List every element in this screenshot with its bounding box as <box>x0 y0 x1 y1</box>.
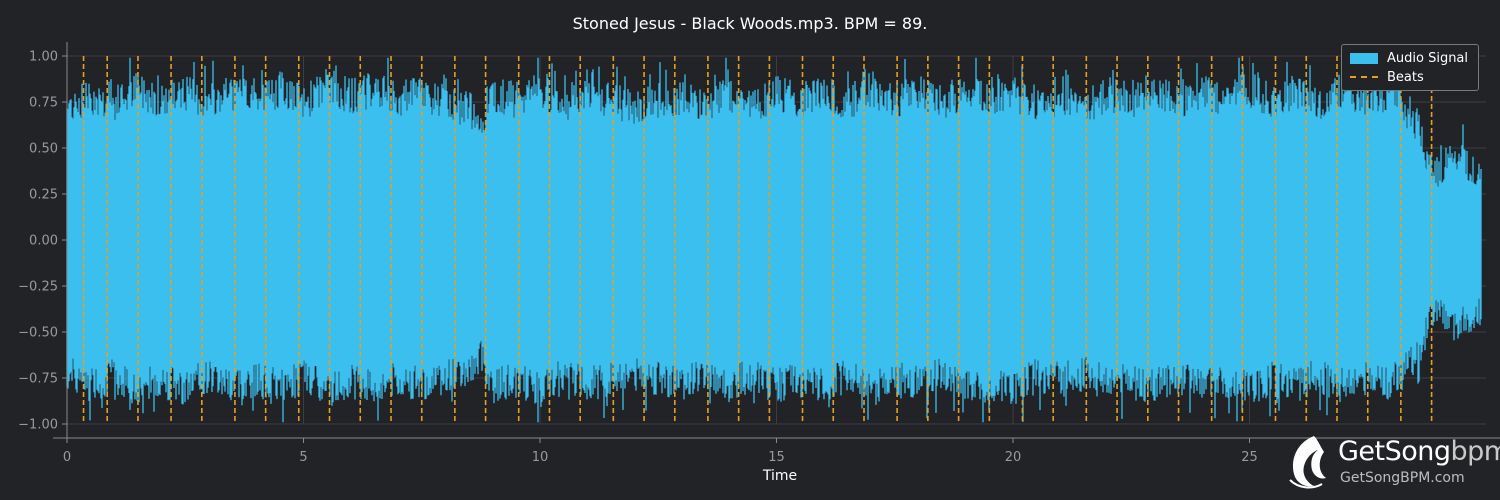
y-tick-label: 0.50 <box>29 142 58 157</box>
y-tick-label: 0.00 <box>29 234 58 249</box>
x-tick-label: 25 <box>1241 450 1258 465</box>
getsongbpm-logo: GetSongbpm GetSongBPM.com <box>1284 432 1500 492</box>
x-tick-label: 5 <box>299 450 307 465</box>
audio-signal-series <box>66 57 1482 423</box>
legend-swatch-beats <box>1350 76 1378 78</box>
y-tick-label: −0.75 <box>18 372 58 387</box>
y-tick-label: −1.00 <box>18 418 58 433</box>
x-tick-label: 0 <box>63 450 71 465</box>
logo-name: GetSongbpm <box>1338 436 1500 467</box>
x-tick-label: 20 <box>1005 450 1022 465</box>
legend-swatch-audio-signal <box>1350 52 1378 64</box>
chart-title: Stoned Jesus - Black Woods.mp3. BPM = 89… <box>572 14 928 33</box>
legend-item-audio-signal: Audio Signal <box>1350 49 1468 67</box>
bird-logo-icon <box>1289 436 1326 489</box>
logo-name-main: GetSong <box>1338 436 1451 467</box>
y-tick-label: −0.25 <box>18 280 58 295</box>
logo-name-suffix: bpm <box>1450 436 1500 467</box>
legend-item-beats: Beats <box>1350 68 1424 86</box>
logo-url: GetSongBPM.com <box>1340 470 1465 486</box>
legend-label-audio-signal: Audio Signal <box>1387 50 1469 66</box>
audio-signal-core <box>67 113 1482 364</box>
x-tick-label: 15 <box>768 450 785 465</box>
x-axis: 0 5 10 15 20 25 <box>63 438 1258 465</box>
y-tick-label: −0.50 <box>18 326 58 341</box>
legend: Audio Signal Beats <box>1341 44 1479 91</box>
x-tick-label: 10 <box>532 450 549 465</box>
y-tick-label: 0.25 <box>29 188 58 203</box>
y-tick-label: 1.00 <box>29 50 58 65</box>
y-axis: 1.00 0.75 0.50 0.25 0.00 −0.25 −0.50 −0.75 −1.00 <box>18 50 67 433</box>
x-axis-label: Time <box>762 468 798 484</box>
beats-series <box>82 56 1433 424</box>
legend-label-beats: Beats <box>1387 69 1424 85</box>
y-tick-label: 0.75 <box>29 96 58 111</box>
